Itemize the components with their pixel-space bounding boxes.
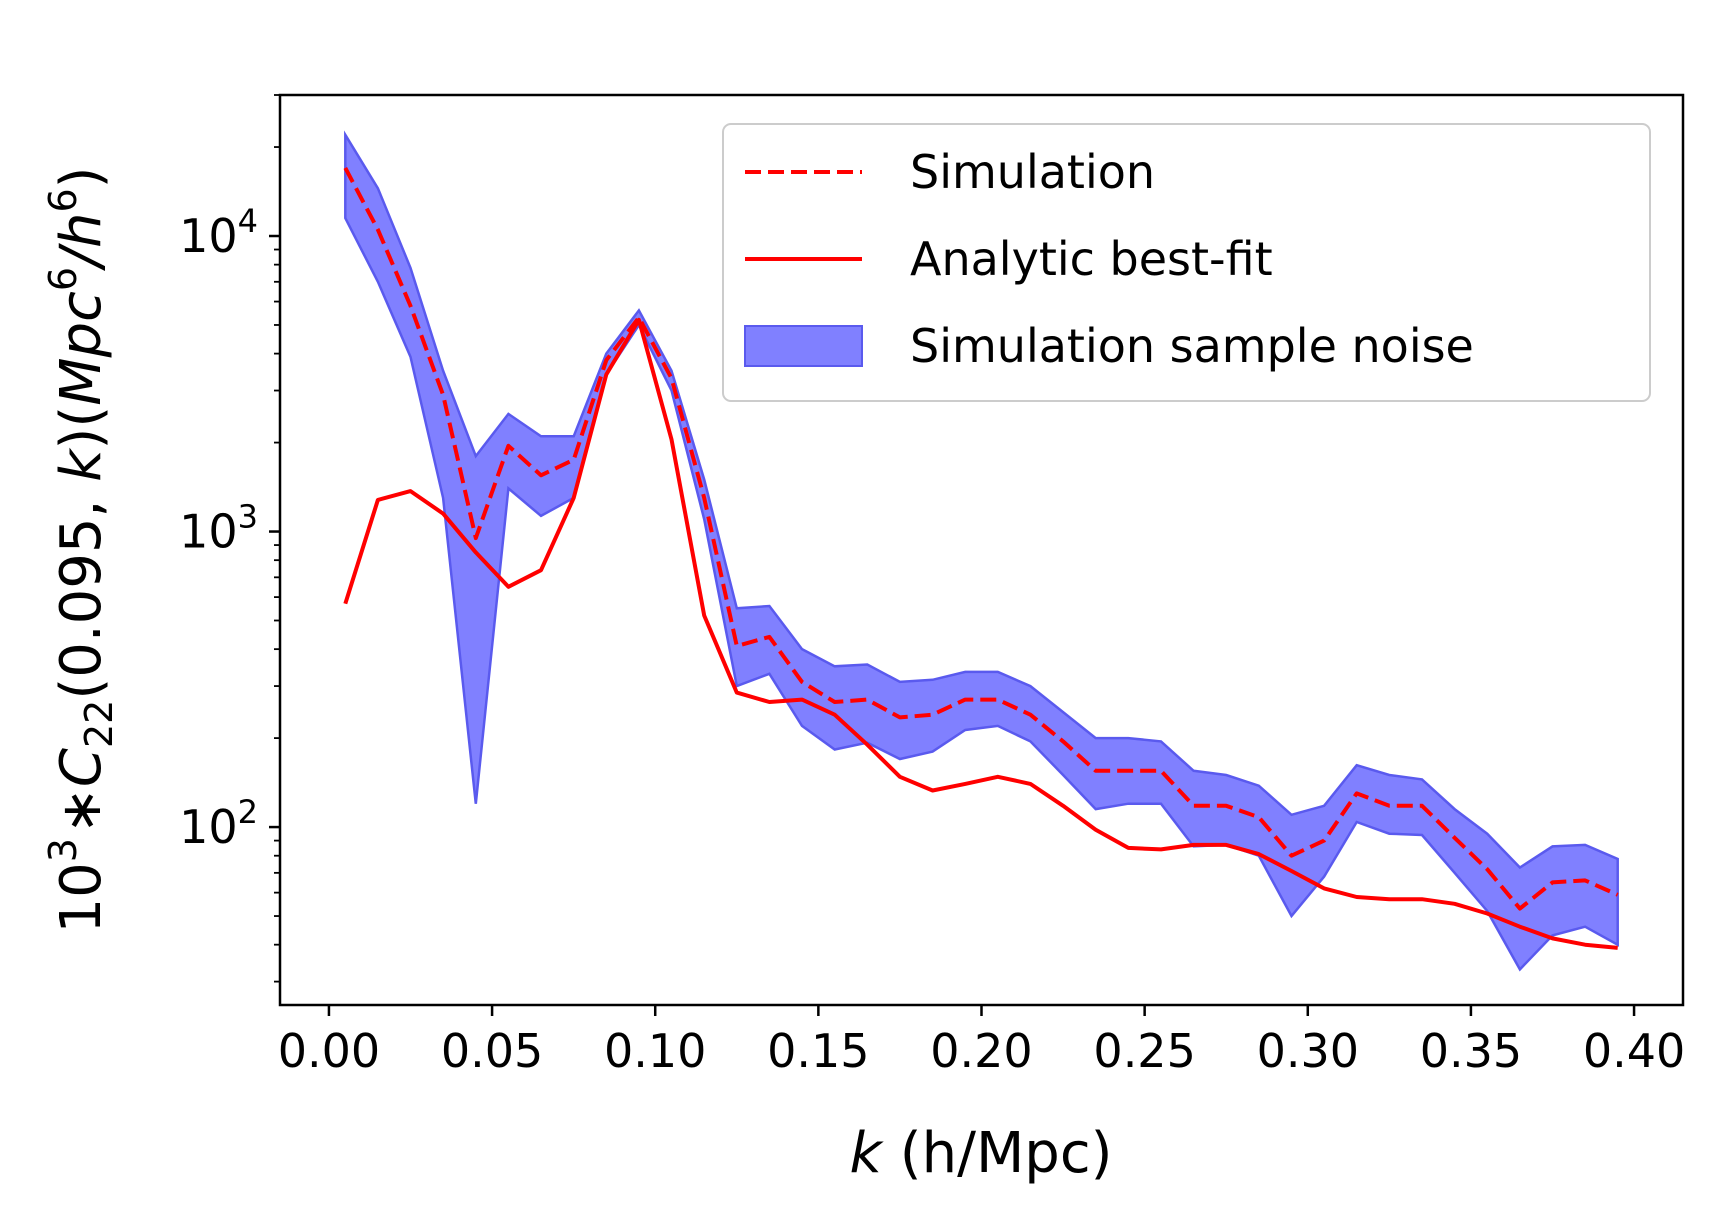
x-tick-label: 0.15 <box>767 1024 869 1078</box>
y-axis-label: 103∗C22(0.095, k)(Mpc6/h6) <box>41 166 121 933</box>
x-tick-label: 0.35 <box>1420 1024 1522 1078</box>
simulation-line <box>343 166 1619 911</box>
y-tick-label: 102 <box>179 793 258 854</box>
x-tick-label: 0.05 <box>441 1024 543 1078</box>
analytic-best-fit-line <box>343 317 1618 950</box>
x-axis-ticks: 0.00 0.05 0.10 0.15 0.20 0.25 0.30 0.35 0.40 <box>278 1005 1685 1078</box>
x-tick-label: 0.20 <box>930 1024 1032 1078</box>
x-axis-label: k (h/Mpc) <box>850 1121 1113 1186</box>
x-tick-label: 0.40 <box>1583 1024 1685 1078</box>
noise-band <box>344 130 1619 972</box>
x-tick-label: 0.10 <box>604 1024 706 1078</box>
legend-label-simulation: Simulation <box>910 145 1155 199</box>
y-axis-ticks: 102 103 104 <box>179 94 280 983</box>
x-tick-label: 0.30 <box>1257 1024 1359 1078</box>
legend-swatch-noise <box>744 325 863 367</box>
y-tick-label: 103 <box>179 498 258 559</box>
x-tick-label: 0.00 <box>278 1024 380 1078</box>
legend-frame <box>722 123 1651 402</box>
legend-label-analytic: Analytic best-fit <box>910 232 1273 286</box>
legend: Simulation Analytic best-fit Simulation … <box>722 123 1651 402</box>
plot-layer <box>343 130 1619 972</box>
y-tick-label: 104 <box>179 202 258 263</box>
legend-label-noise: Simulation sample noise <box>910 319 1474 373</box>
x-tick-label: 0.25 <box>1093 1024 1195 1078</box>
